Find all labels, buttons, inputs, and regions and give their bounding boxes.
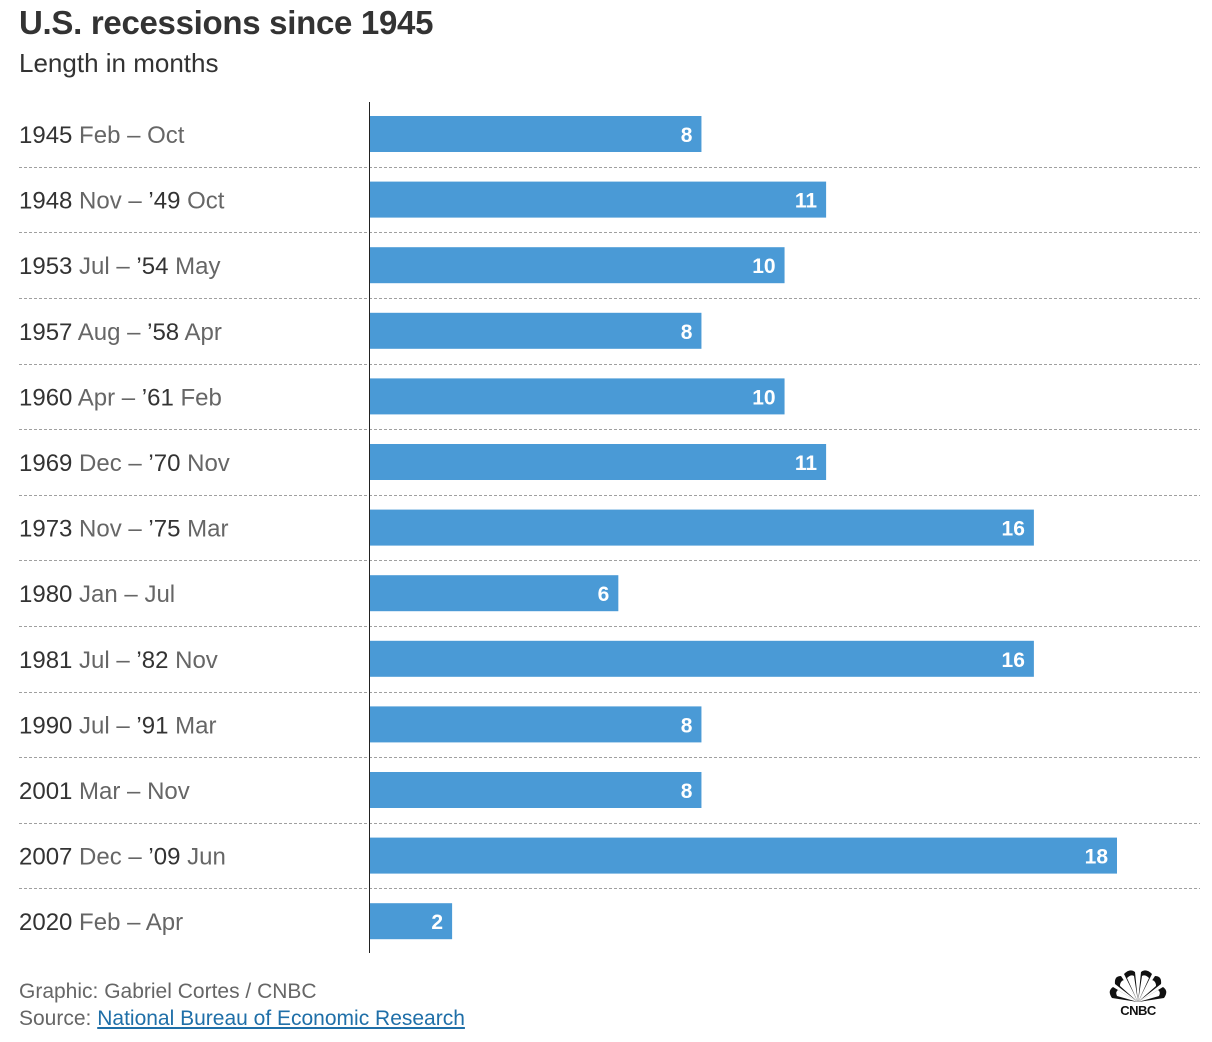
category-months: Jul – [72,647,136,674]
category-label: 1973 Nov – ’75 Mar [19,516,228,543]
category-year: 2001 [19,778,72,805]
category-label: 1945 Feb – Oct [19,122,185,149]
bar-value-label: 8 [681,321,693,344]
category-year: 1960 [19,384,72,411]
category-months: Feb – Apr [72,909,183,936]
category-months: Jul – [72,253,136,280]
category-months: Dec – [72,844,148,871]
category-months: May [168,253,220,280]
category-year: 2020 [19,909,72,936]
category-year: 1953 [19,253,72,280]
bar-value-label: 2 [431,911,443,934]
category-year: 1945 [19,122,72,149]
source-link[interactable]: National Bureau of Economic Research [97,1007,465,1030]
source-line: Source: National Bureau of Economic Rese… [19,1007,465,1031]
category-year: ’61 [142,384,174,411]
bar [369,575,619,612]
bar [369,312,702,349]
category-year: 1981 [19,647,72,674]
bar-value-label: 18 [1085,846,1109,869]
category-months: Mar [180,516,228,543]
category-year: 1957 [19,319,72,346]
category-year: ’58 [147,319,179,346]
category-months: Nov – [72,516,148,543]
bar [369,378,785,415]
category-year: 1980 [19,581,72,608]
category-months: Feb [174,384,222,411]
category-year: ’75 [148,516,180,543]
chart-subtitle: Length in months [19,48,219,78]
bar-value-label: 10 [752,255,775,278]
category-label: 2001 Mar – Nov [19,778,190,805]
bar [369,837,1117,874]
bar-value-label: 10 [752,386,775,409]
category-months: Aug – [72,319,147,346]
category-label: 1990 Jul – ’91 Mar [19,712,216,739]
bar-value-label: 11 [795,452,818,475]
category-months: Mar – Nov [72,778,189,805]
bar-chart: 1945 Feb – Oct 8 1948 Nov – ’49 Oct 11 1953 … [19,102,1200,953]
category-label: 1960 Apr – ’61 Feb [19,384,222,411]
category-months: Mar [168,712,216,739]
category-months: Apr [179,319,222,346]
bar [369,181,827,218]
category-label: 1948 Nov – ’49 Oct [19,188,225,215]
category-year: ’49 [148,188,180,215]
category-label: 1957 Aug – ’58 Apr [19,319,222,346]
category-label: 1953 Jul – ’54 May [19,253,220,280]
bar-value-label: 8 [681,124,693,147]
category-year: ’70 [148,450,180,477]
category-label: 1980 Jan – Jul [19,581,175,608]
category-months: Apr – [72,384,141,411]
chart-title: U.S. recessions since 1945 [19,4,434,41]
category-months: Jun [180,844,225,871]
bar-value-label: 11 [795,190,818,213]
bar [369,640,1034,677]
bar-value-label: 16 [1002,649,1025,672]
bar-value-label: 8 [681,780,693,803]
graphic-credit: Graphic: Gabriel Cortes / CNBC [19,980,317,1003]
cnbc-logo-text: CNBC [1120,1003,1156,1018]
bar [369,247,785,284]
bar-value-label: 6 [598,583,610,606]
category-months: Oct [180,188,224,215]
category-year: 1969 [19,450,72,477]
category-months: Dec – [72,450,148,477]
bar [369,509,1034,546]
category-year: ’09 [148,844,180,871]
cnbc-peacock-logo-icon [1109,970,1167,1002]
bar-value-label: 16 [1002,518,1025,541]
bar [369,772,702,808]
category-months: Nov – [72,188,148,215]
category-year: ’91 [136,712,168,739]
bar-value-label: 8 [681,714,693,737]
bar [369,444,827,480]
bar [369,706,702,743]
category-label: 1981 Jul – ’82 Nov [19,647,218,674]
source-prefix: Source: [19,1007,98,1030]
category-year: 1973 [19,516,72,543]
category-label: 1969 Dec – ’70 Nov [19,450,230,477]
category-year: ’54 [136,253,168,280]
category-year: 2007 [19,844,72,871]
bar [369,903,453,940]
category-year: ’82 [136,647,168,674]
category-year: 1990 [19,712,72,739]
category-months: Feb – Oct [72,122,184,149]
category-months: Jul – [72,712,136,739]
category-months: Nov [168,647,217,674]
category-label: 2007 Dec – ’09 Jun [19,844,226,871]
category-year: 1948 [19,188,72,215]
category-months: Jan – Jul [72,581,175,608]
category-label: 2020 Feb – Apr [19,909,183,936]
category-months: Nov [180,450,229,477]
bar [369,116,702,152]
